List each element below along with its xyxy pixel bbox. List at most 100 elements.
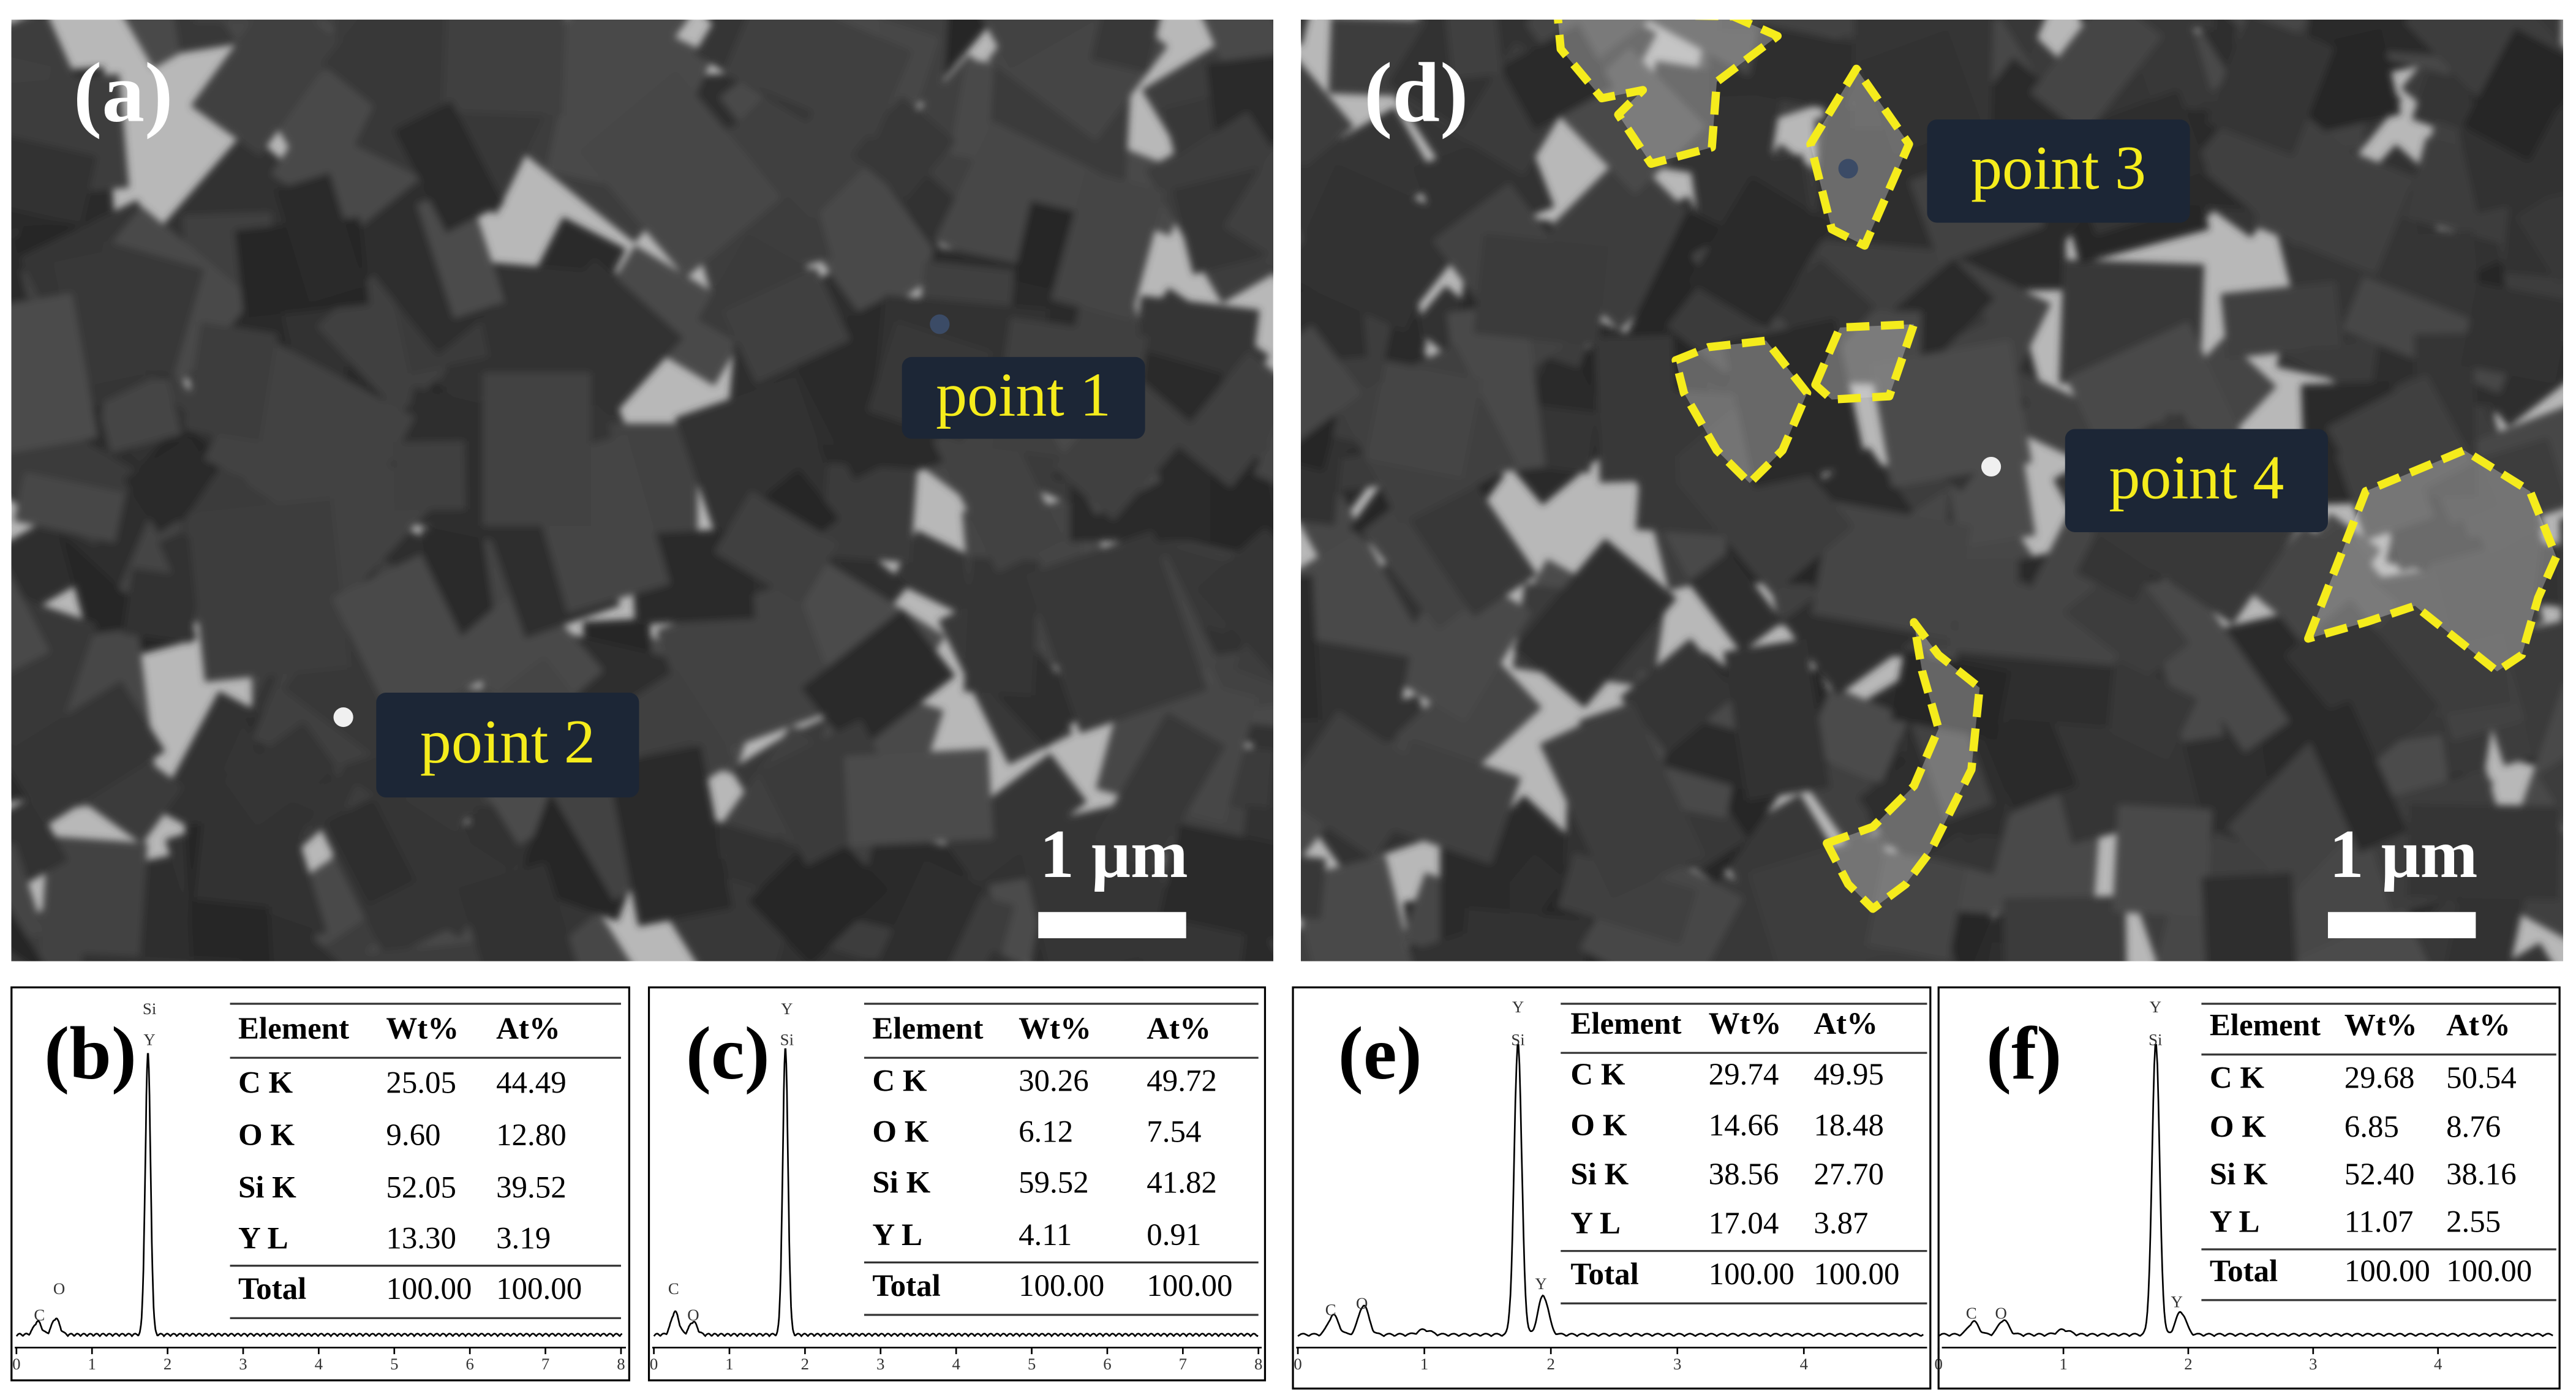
spectrum-tick-label: 5 — [1028, 1355, 1036, 1373]
spectrum-tick-label: 0 — [12, 1355, 20, 1373]
table-cell: C K — [872, 1064, 927, 1099]
table-header: Wt% — [2344, 1009, 2417, 1043]
spectrum-tick-label: 4 — [2434, 1355, 2442, 1373]
spectrum-tick-label: 4 — [315, 1355, 323, 1373]
grain — [851, 96, 956, 201]
point-label-box — [902, 356, 1145, 439]
table-cell: 9.60 — [386, 1118, 440, 1153]
spectrum-tick-label: 0 — [650, 1355, 658, 1373]
phase-outline — [2304, 446, 2561, 676]
grain — [1301, 574, 1320, 723]
grain — [1365, 360, 1483, 480]
spectrum-tick-label: 3 — [1673, 1355, 1681, 1373]
grain — [844, 748, 993, 846]
grain — [949, 20, 1126, 69]
point-label: point 4 — [2109, 443, 2284, 513]
grain — [940, 753, 1088, 885]
grain — [1301, 287, 1368, 368]
grain — [1499, 23, 1614, 131]
grain — [11, 122, 98, 226]
table-cell: O K — [238, 1118, 295, 1153]
spectrum-tick-label: 1 — [725, 1355, 733, 1373]
grain — [987, 20, 1169, 141]
table-background — [1561, 1000, 1927, 1305]
grain — [1870, 339, 2032, 487]
table-cell: Si K — [238, 1170, 296, 1205]
table-cell: Y L — [238, 1221, 288, 1255]
table-header: Element — [872, 1012, 983, 1046]
grain — [2220, 281, 2343, 359]
grain — [1687, 551, 1783, 653]
grain — [1384, 563, 1532, 723]
grain — [1981, 706, 2078, 812]
point-label: point 3 — [1971, 134, 2146, 203]
table-cell: Si K — [2210, 1157, 2268, 1192]
grain — [2460, 282, 2563, 384]
grain — [1723, 638, 1830, 801]
table-cell: 30.26 — [1019, 1064, 1089, 1099]
spectrum-tick-label: 4 — [952, 1355, 960, 1373]
peak-label: O — [1356, 1294, 1368, 1312]
table-cell: 100.00 — [496, 1272, 582, 1306]
grain — [1719, 20, 1891, 37]
grain — [2435, 545, 2544, 645]
table-cell: 100.00 — [2344, 1254, 2430, 1289]
grain — [1174, 350, 1273, 488]
table-cell: 3.19 — [496, 1221, 551, 1255]
peak-label: Y — [143, 1031, 155, 1049]
table-cell: 100.00 — [1813, 1257, 1899, 1292]
grain — [1434, 20, 1503, 80]
spectrum-tick-label: 6 — [465, 1355, 473, 1373]
table-cell: 12.80 — [496, 1118, 567, 1153]
grain — [1381, 740, 1521, 864]
spectrum-tick-label: 8 — [1254, 1355, 1262, 1373]
grain — [325, 797, 416, 906]
table-header: Wt% — [1709, 1007, 1782, 1041]
grain — [522, 258, 684, 418]
grain — [1473, 233, 1609, 347]
table-cell: 17.04 — [1709, 1206, 1779, 1241]
grain — [2536, 742, 2563, 843]
grain — [442, 20, 568, 116]
table-cell: Y L — [1570, 1206, 1621, 1241]
peak-label: C — [1966, 1304, 1977, 1322]
grain — [2284, 600, 2441, 762]
scale-bar — [1038, 912, 1186, 939]
spectrum-tick-label: 4 — [1800, 1355, 1808, 1373]
table-cell: 18.48 — [1813, 1108, 1884, 1143]
panel-label: (a) — [73, 46, 173, 140]
grain — [11, 293, 98, 456]
grain — [721, 266, 851, 384]
grain — [1811, 501, 1972, 639]
point-marker — [333, 707, 353, 728]
table-cell: 8.76 — [2446, 1110, 2501, 1145]
spectrum-tick-label: 1 — [2059, 1355, 2067, 1373]
grain — [393, 441, 466, 511]
table-cell: 100.00 — [2446, 1254, 2532, 1289]
table-cell: 41.82 — [1147, 1165, 1217, 1200]
table-cell: 13.30 — [386, 1221, 456, 1255]
point-marker — [1838, 159, 1858, 179]
panel-label: (e) — [1338, 1011, 1422, 1095]
peak-label: O — [1995, 1304, 2006, 1322]
table-cell: O K — [872, 1115, 928, 1150]
spectrum-tick-label: 0 — [1294, 1355, 1301, 1373]
table-cell: 49.95 — [1813, 1058, 1884, 1092]
spectrum-tick-label: 0 — [1935, 1355, 1943, 1373]
table-header: Wt% — [386, 1012, 459, 1046]
grain — [1539, 701, 1705, 899]
grain — [187, 498, 350, 682]
grain — [2326, 374, 2474, 516]
spectrum-tick-label: 2 — [2184, 1355, 2192, 1373]
grain — [1405, 473, 1538, 617]
peak-label: O — [53, 1279, 65, 1298]
grain — [1090, 20, 1170, 73]
table-cell: Total — [1570, 1257, 1638, 1292]
grain — [2300, 700, 2409, 854]
scale-bar — [2327, 912, 2476, 939]
grain — [183, 322, 277, 442]
grain — [1512, 538, 1678, 708]
point-label-box — [376, 692, 639, 798]
grain — [2462, 28, 2563, 162]
table-cell: 52.40 — [2344, 1157, 2415, 1192]
